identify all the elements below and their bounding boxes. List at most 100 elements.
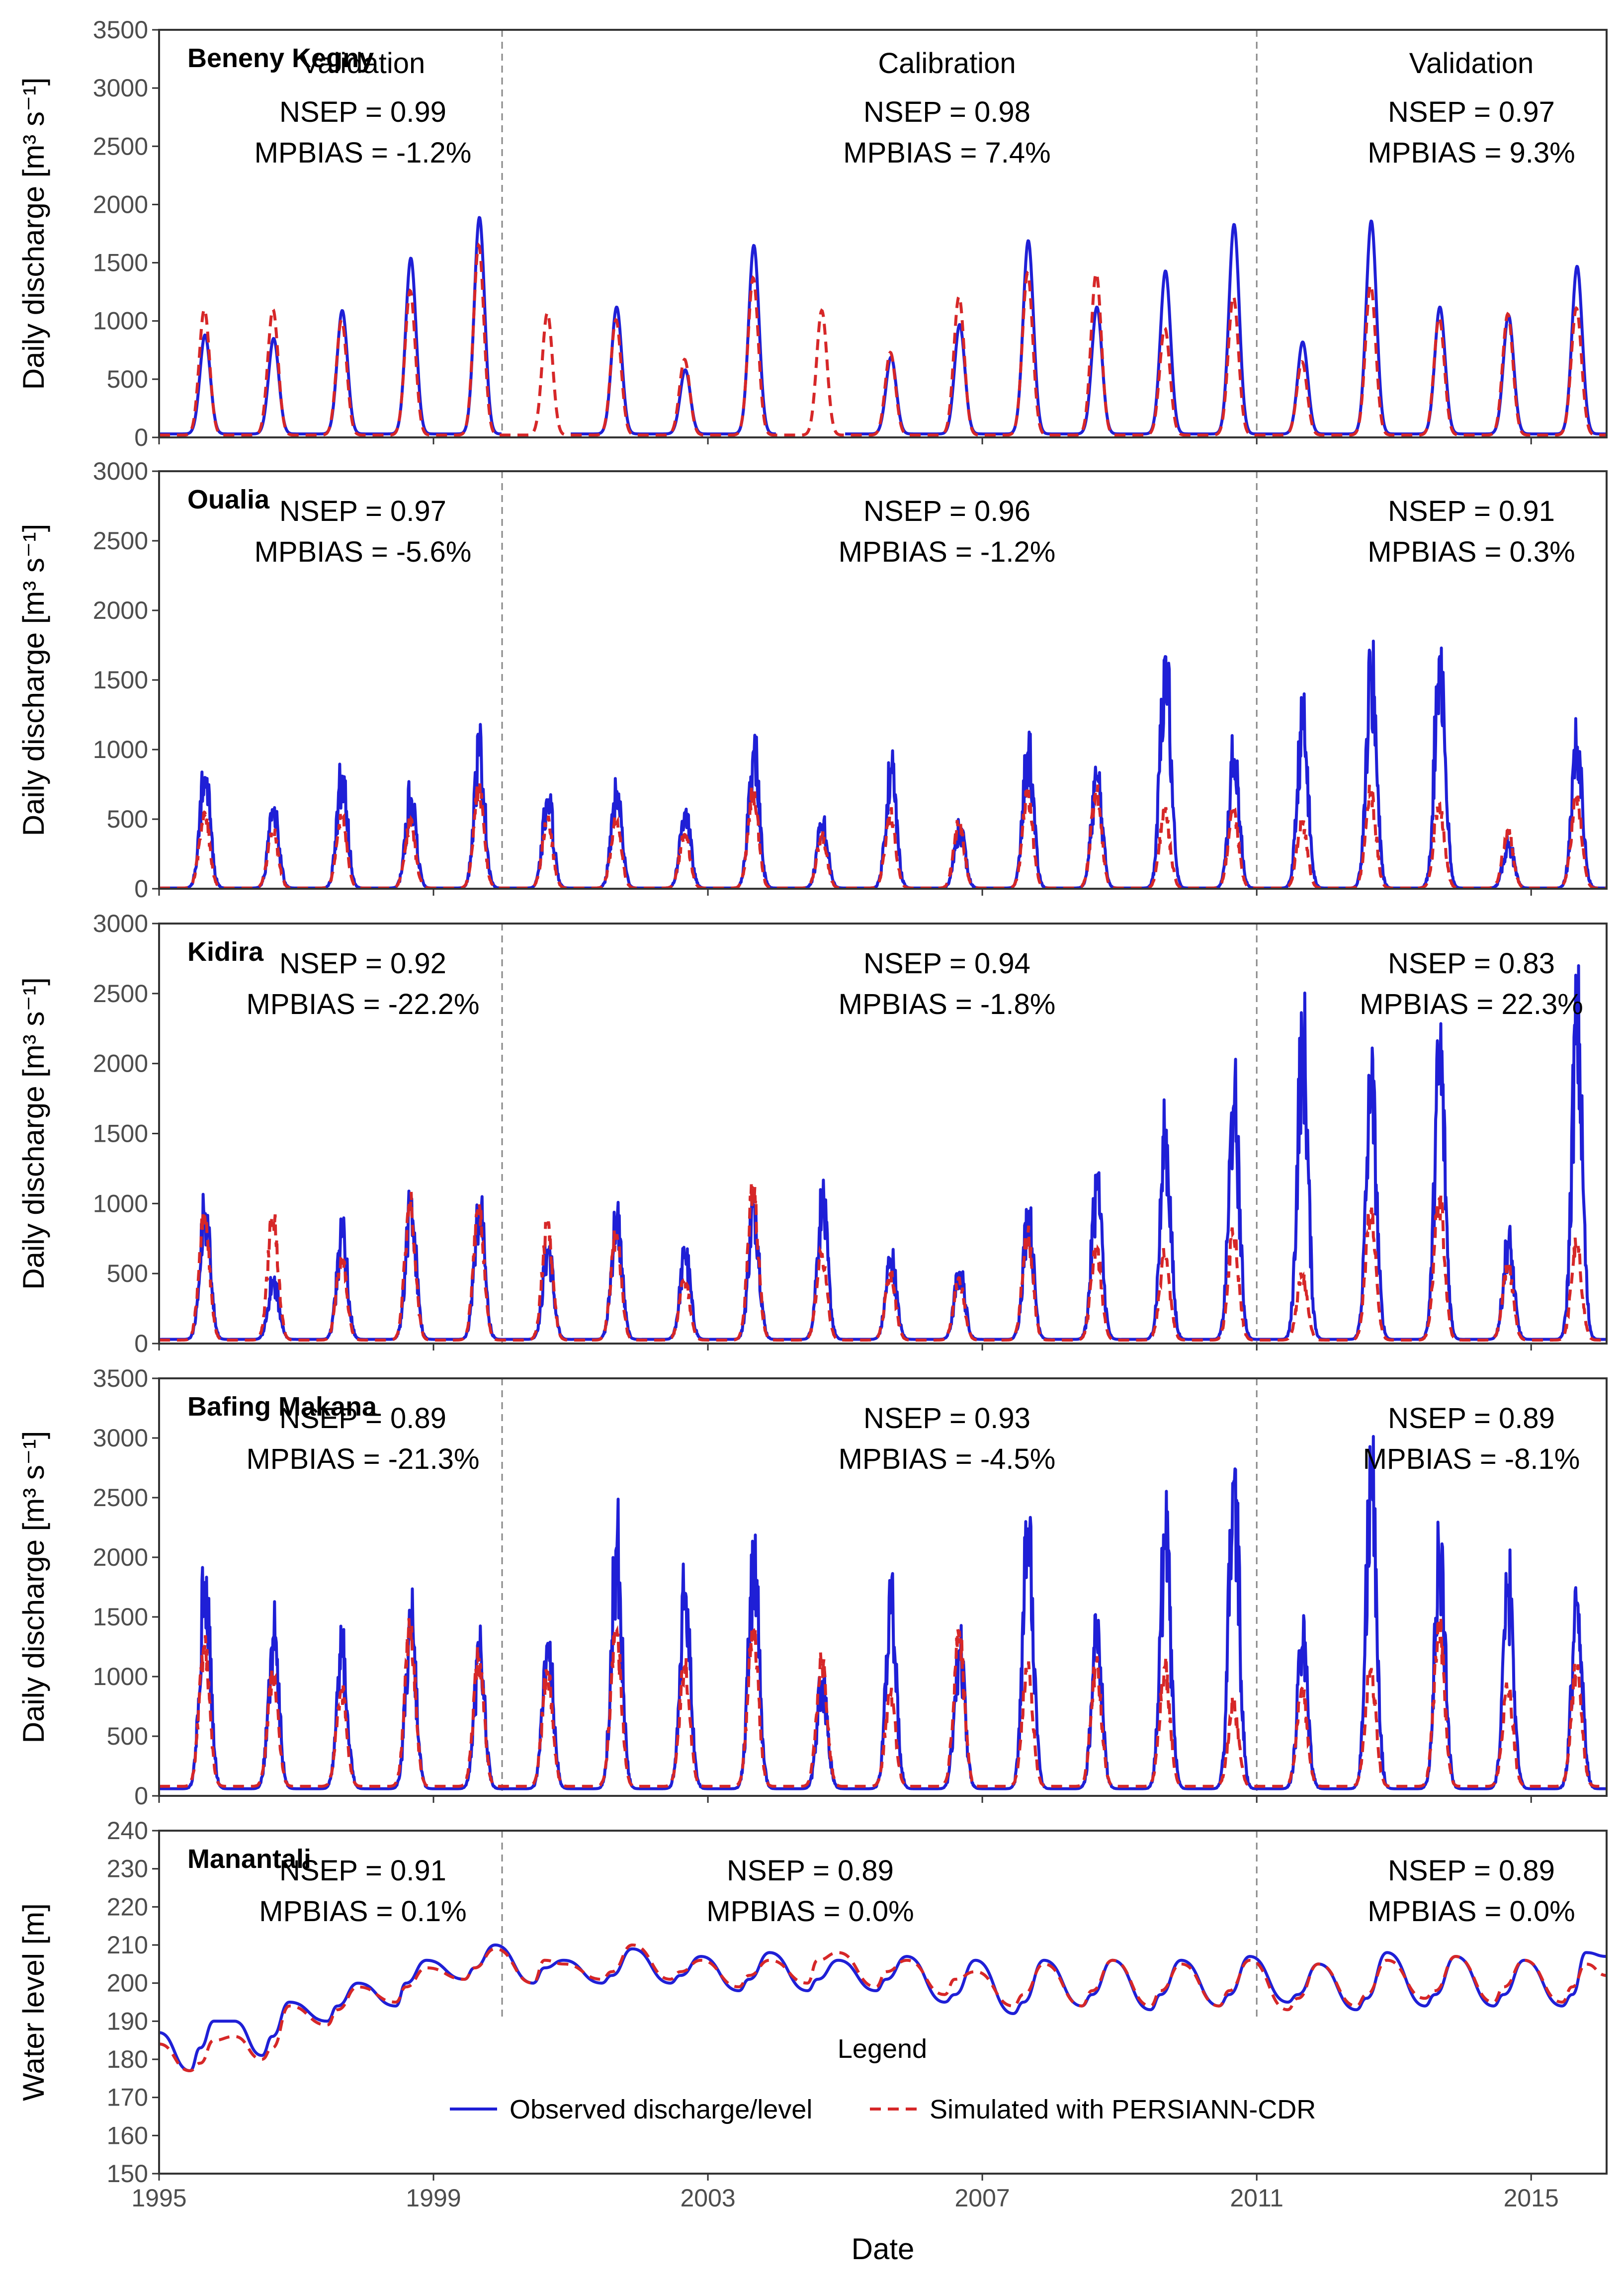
y-tick-label: 500 [107,1260,148,1287]
y-tick-label: 150 [107,2160,148,2188]
y-tick-label: 3500 [93,16,148,44]
y-tick-label: 0 [134,1330,148,1357]
y-tick-label: 1000 [93,736,148,763]
simulated-series-line [159,242,1607,437]
y-tick-label: 2000 [93,1050,148,1078]
panel-bafing-makana: 0 500 1000 1500 2000 2500 3000 3500 Daily discha… [17,1364,1608,1810]
observed-series-line [159,1435,1607,1790]
observed-series-line [159,639,1607,889]
y-tick-label: 3000 [93,74,148,102]
nsep-label: NSEP = 0.89 [727,1855,894,1887]
y-tick-label: 1000 [93,307,148,335]
period-label: Validation [301,47,425,80]
nsep-label: NSEP = 0.83 [1388,947,1555,980]
panel-kidira: 0 500 1000 1500 2000 2500 3000 Daily discharge … [17,910,1608,1357]
nsep-label: NSEP = 0.97 [1388,96,1555,128]
mpbias-label: MPBIAS = -1.8% [839,988,1056,1020]
station-label: Kidira [187,937,264,967]
nsep-label: NSEP = 0.93 [863,1402,1030,1435]
panel-frame [158,923,1608,1345]
y-tick-label: 2000 [93,596,148,624]
y-tick-label: 1500 [93,666,148,694]
x-tick-label: 1995 [131,2184,186,2212]
y-tick-label: 3000 [93,910,148,937]
observed-series-line [159,1943,1607,2073]
nsep-label: NSEP = 0.97 [279,495,446,527]
x-tick-label: 2011 [1230,2184,1283,2212]
station-label: Beneny Kegny [187,43,374,73]
simulated-series-line [159,1616,1607,1788]
mpbias-label: MPBIAS = -8.1% [1363,1443,1580,1475]
y-axis-title: Water level [m] [17,1903,50,2101]
y-tick-label: 180 [107,2045,148,2073]
panel-frame [158,1377,1608,1797]
mpbias-label: MPBIAS = 0.0% [706,1895,914,1928]
y-tick-label: 1500 [93,1120,148,1148]
period-label: Validation [1409,47,1534,80]
simulated-series-line [159,1184,1607,1342]
mpbias-label: MPBIAS = 0.0% [1368,1895,1575,1928]
y-tick-label: 2500 [93,527,148,555]
nsep-label: NSEP = 0.89 [1388,1402,1555,1435]
y-axis-title: Daily discharge [m³ s⁻¹] [17,1431,50,1743]
y-tick-label: 500 [107,365,148,393]
y-tick-label: 170 [107,2084,148,2112]
nsep-label: NSEP = 0.96 [863,495,1030,527]
panel-frame [158,1830,1608,2175]
legend-label-simulated: Simulated with PERSIANN-CDR [930,2095,1316,2124]
mpbias-label: MPBIAS = 0.1% [259,1895,466,1928]
station-label: Oualia [187,485,270,514]
y-tick-label: 200 [107,1969,148,1997]
y-tick-label: 160 [107,2121,148,2149]
mpbias-label: MPBIAS = -1.2% [839,536,1056,568]
y-tick-label: 220 [107,1893,148,1921]
y-tick-label: 1000 [93,1663,148,1690]
mpbias-label: MPBIAS = 0.3% [1368,536,1575,568]
observed-series-line [159,964,1607,1341]
nsep-label: NSEP = 0.91 [279,1855,446,1887]
y-tick-label: 0 [134,875,148,903]
x-tick-label: 2015 [1504,2184,1559,2212]
y-tick-label: 0 [134,1782,148,1810]
mpbias-label: MPBIAS = -21.3% [246,1443,479,1475]
panel-frame [158,470,1608,890]
nsep-label: NSEP = 0.92 [279,947,446,980]
panel-beneny-kegny: 0 500 1000 1500 2000 2500 3000 3500 Daily discha… [17,16,1608,451]
y-tick-label: 3500 [93,1364,148,1392]
nsep-label: NSEP = 0.91 [1388,495,1555,527]
y-tick-label: 3000 [93,457,148,485]
y-tick-label: 500 [107,805,148,833]
y-tick-label: 2000 [93,190,148,218]
period-label: Calibration [878,47,1016,80]
y-tick-label: 230 [107,1855,148,1883]
simulated-series-line [159,783,1607,889]
x-tick-label: 1999 [406,2184,461,2212]
mpbias-label: MPBIAS = -4.5% [839,1443,1056,1475]
mpbias-label: MPBIAS = 7.4% [843,137,1050,169]
legend-label-observed: Observed discharge/level [510,2095,812,2124]
station-label: Bafing Makana [187,1392,377,1422]
y-tick-label: 2500 [93,132,148,160]
mpbias-label: MPBIAS = -22.2% [246,988,479,1020]
y-tick-label: 1500 [93,1603,148,1631]
y-axis-title: Daily discharge [m³ s⁻¹] [17,977,50,1289]
nsep-label: NSEP = 0.99 [279,96,446,128]
nsep-label: NSEP = 0.98 [863,96,1030,128]
panel-frame [158,29,1608,438]
y-tick-label: 2500 [93,980,148,1008]
y-tick-label: 0 [134,423,148,451]
y-tick-label: 2000 [93,1543,148,1571]
nsep-label: NSEP = 0.89 [1388,1855,1555,1887]
panel-oualia: 0 500 1000 1500 2000 2500 3000 Daily discharge … [17,457,1608,903]
mpbias-label: MPBIAS = -1.2% [255,137,472,169]
y-tick-label: 500 [107,1722,148,1750]
y-tick-label: 3000 [93,1424,148,1452]
station-label: Manantali [187,1844,311,1874]
y-tick-label: 240 [107,1817,148,1845]
y-tick-label: 190 [107,2007,148,2035]
y-tick-label: 1000 [93,1189,148,1217]
x-axis-title: Date [852,2232,915,2266]
nsep-label: NSEP = 0.89 [279,1402,446,1435]
